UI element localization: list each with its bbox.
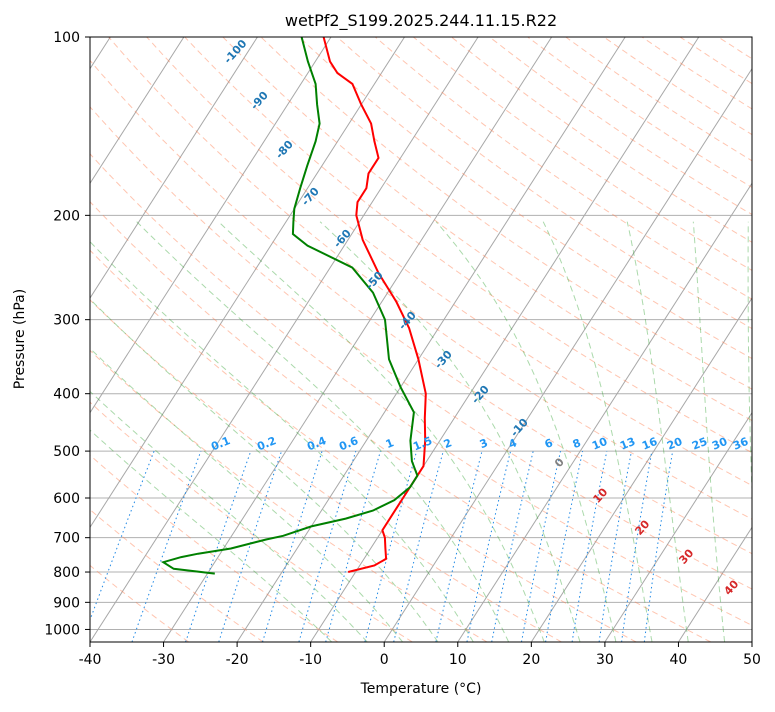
moist-adiabat-line [748,222,761,642]
y-tick-label: 500 [53,444,80,460]
mixing-ratio-label: 6 [543,436,555,451]
moist-adiabat-label: 20 [632,517,652,537]
isotherm-line [752,37,775,642]
moist-adiabat-line [219,222,545,642]
dry-adiabat-label: -30 [432,348,455,372]
mixing-ratio-line [622,451,652,642]
mixing-ratio-label: 0.2 [255,434,278,453]
mixing-ratio-label: 1.5 [411,434,434,453]
dry-adiabat-line [71,37,775,642]
dry-adiabat-label: -60 [331,227,354,251]
moist-adiabat-label: 0 [552,455,567,470]
dry-adiabat-line [299,37,775,642]
dry-adiabat-line [718,37,775,642]
dry-adiabat-label: -90 [248,89,271,113]
y-tick-label: 300 [53,313,80,329]
y-tick-label: 600 [53,491,80,507]
mixing-ratio-line [365,451,417,642]
dry-adiabat-label: -20 [469,383,492,407]
isotherm-line [531,37,775,642]
x-axis-label: Temperature (°C) [360,681,482,697]
isotherm-line [90,37,478,642]
x-tick-label: -40 [79,652,102,668]
y-tick-label: 400 [53,387,80,403]
mixing-ratio-line [572,451,607,642]
y-tick-label: 700 [53,531,80,547]
dry-adiabat-line [490,37,775,642]
mixing-ratio-label: 25 [690,435,709,453]
dry-adiabat-line [0,37,487,642]
isotherm-line [384,37,772,642]
dry-adiabat-line [0,37,412,642]
mixing-ratio-line [132,451,201,642]
y-tick-label: 100 [53,30,80,46]
dry-adiabat-line [223,37,775,642]
x-tick-label: -30 [152,652,175,668]
x-tick-label: 20 [522,652,540,668]
y-tick-label: 900 [53,595,80,611]
dry-adiabat-line [413,37,775,642]
mixing-ratio-line [492,451,534,642]
moist-adiabat-line [71,222,473,642]
mixing-ratio-label: 8 [571,436,583,451]
moist-adiabat-line [0,222,332,642]
moist-adiabat-line [137,222,509,642]
moist-adiabat-line [627,222,688,642]
dry-adiabat-line [0,37,711,642]
y-axis-label: Pressure (hPa) [12,289,28,389]
plot-frame [90,37,752,642]
x-tick-label: -10 [299,652,322,668]
mixing-ratio-label: 10 [590,435,609,453]
mixing-ratio-label: 16 [640,435,659,453]
x-tick-label: 0 [380,652,389,668]
x-tick-label: 40 [670,652,688,668]
mixing-ratio-line [436,451,482,642]
dry-adiabat-line [642,37,775,642]
dry-adiabat-label: -50 [363,269,386,293]
mixing-ratio-line [394,451,444,642]
mixing-ratio-line [644,451,672,642]
dry-adiabat-line [375,37,775,642]
mixing-ratio-line [546,451,583,642]
x-tick-label: -20 [226,652,249,668]
x-tick-label: 30 [596,652,614,668]
x-tick-label: 50 [743,652,761,668]
dry-adiabat-label: -100 [221,37,249,66]
moist-adiabat-label: 30 [676,546,696,566]
y-tick-label: 800 [53,565,80,581]
dry-adiabat-line [0,37,189,642]
dry-adiabat-line [337,37,775,642]
y-tick-label: 1000 [44,622,80,638]
mixing-ratio-label: 1 [384,436,396,451]
mixing-ratio-label: 0.6 [337,434,360,453]
mixing-ratio-line [299,451,356,642]
isotherm-line [678,37,775,642]
mixing-ratio-line [219,451,282,642]
mixing-ratio-label: 20 [665,435,684,453]
isotherm-line [0,37,331,642]
mixing-ratio-label: 13 [618,435,637,453]
dry-adiabat-line [680,37,775,642]
dry-adiabat-label: -40 [396,309,419,333]
dewpoint-line [163,37,417,574]
mixing-ratio-label: 30 [710,435,729,453]
temperature-line [324,37,426,572]
isotherm-line [164,37,552,642]
moist-adiabat-line [543,222,652,642]
chart-title: wetPf2_S199.2025.244.11.15.R22 [285,11,557,31]
dry-adiabat-line [0,37,338,642]
y-tick-label: 200 [53,208,80,224]
dry-adiabat-label: -70 [299,185,322,209]
isotherm-line [237,37,625,642]
x-tick-label: 10 [449,652,467,668]
moist-adiabat-label: 40 [721,577,741,597]
dry-adiabat-line [566,37,775,642]
moist-adiabat-line [693,222,724,642]
mixing-ratio-label: 0.1 [209,434,232,453]
dry-adiabat-line [756,37,775,642]
